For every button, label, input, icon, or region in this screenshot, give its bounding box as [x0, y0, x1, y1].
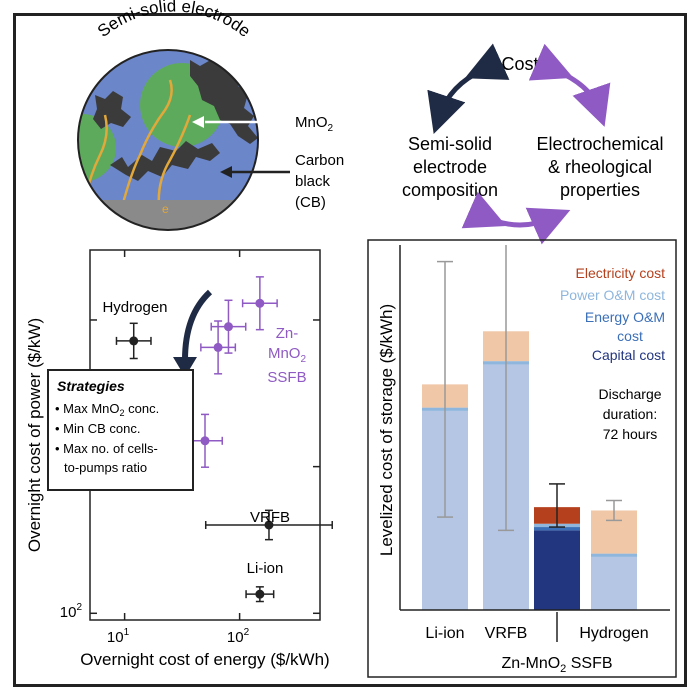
cost-cycle-diagram: Cost Semi-solid electrode composition El…	[402, 43, 664, 245]
arrow-composition-properties	[461, 191, 571, 245]
cycle-left-line1: Semi-solid	[408, 134, 492, 154]
series-label-line2: MnO2	[268, 345, 307, 365]
bar-segment	[591, 553, 637, 557]
xtick-10-1: 101	[107, 627, 130, 646]
duration-line2: duration:	[603, 406, 657, 422]
bar-segment	[534, 527, 580, 531]
xlabel-hydrogen: Hydrogen	[579, 625, 648, 642]
xtick-10-2: 102	[227, 627, 250, 646]
cycle-left-line3: composition	[402, 180, 498, 200]
scatter-panel: Overnight cost of power ($/kW) Overnight…	[25, 249, 333, 669]
cb-label-line1: Carbon	[295, 152, 344, 169]
data-point	[200, 436, 210, 446]
cb-label-line3: (CB)	[295, 194, 326, 211]
legend-capital: Capital cost	[592, 347, 665, 363]
bar-segment	[534, 530, 580, 610]
bar-segment	[591, 556, 637, 610]
cycle-right-line1: Electrochemical	[536, 134, 663, 154]
strategy-arrow-head	[173, 357, 197, 377]
cycle-right-line3: properties	[560, 180, 640, 200]
bar-panel: Levelized cost of storage ($/kWh) Electr…	[367, 239, 677, 678]
strategies-box	[47, 369, 194, 491]
bar-panel-border	[367, 239, 677, 678]
cycle-right-line2: & rheological	[548, 157, 652, 177]
data-point	[213, 342, 223, 352]
xlabel-zn-mno2: Zn-MnO2 SSFB	[501, 655, 612, 675]
strategy-item-1: • Max MnO2 conc.	[55, 401, 159, 418]
duration-line1: Discharge	[598, 386, 661, 402]
mno2-particle-left	[78, 114, 116, 182]
cycle-cost: Cost	[501, 54, 538, 74]
data-point	[255, 298, 265, 308]
data-point	[264, 520, 274, 530]
legend-electricity: Electricity cost	[576, 265, 666, 281]
electrode-outline	[77, 49, 259, 231]
series-label-line1: Zn-	[276, 325, 299, 342]
arrow-cost-properties	[528, 43, 611, 127]
cycle-left-line2: electrode	[413, 157, 487, 177]
legend-power-om: Power O&M cost	[560, 287, 665, 303]
data-point	[255, 589, 265, 599]
legend-energy-om-line1: Energy O&M	[585, 309, 665, 325]
carbon-black-cluster-left	[93, 91, 131, 129]
series-label-line3: SSFB	[267, 369, 306, 386]
strategy-item-2: • Min CB conc.	[55, 421, 140, 436]
duration-line3: 72 hours	[603, 426, 657, 442]
label-vrfb: VRFB	[250, 509, 290, 526]
strategy-item-3-line2: to-pumps ratio	[64, 460, 147, 475]
data-point	[223, 322, 233, 332]
xlabel-liion: Li-ion	[425, 625, 464, 642]
ytick-10-2: 102	[60, 602, 83, 621]
figure-frame	[13, 13, 687, 687]
strategies-title: Strategies	[57, 378, 125, 394]
strategy-item-3-line1: • Max no. of cells-	[55, 441, 158, 456]
electron-label: e	[162, 202, 169, 216]
electrode-illustration: e MnO2 Carbon black (CB) Semi-solid elec…	[77, 0, 344, 231]
electron-path	[118, 79, 173, 216]
scatter-xlabel: Overnight cost of energy ($/kWh)	[80, 650, 329, 669]
label-liion: Li-ion	[247, 560, 284, 577]
xlabel-vrfb: VRFB	[485, 625, 528, 642]
arrow-cost-composition	[427, 43, 510, 134]
scatter-marks	[90, 250, 333, 620]
current-collector	[78, 200, 258, 230]
electron-path-2	[157, 114, 192, 216]
mno2-pointer-head	[192, 116, 204, 128]
scatter-ylabel: Overnight cost of power ($/kW)	[25, 318, 44, 552]
cb-pointer-head	[220, 166, 232, 178]
data-point	[129, 336, 139, 346]
bar-ylabel: Levelized cost of storage ($/kWh)	[377, 304, 396, 556]
cb-label-line2: black	[295, 173, 331, 190]
electrode-title: Semi-solid electrode	[94, 0, 254, 41]
strategy-arrow	[182, 289, 213, 361]
mno2-label: MnO2	[295, 114, 334, 134]
carbon-black-network	[110, 141, 220, 181]
bar-marks	[422, 245, 637, 610]
legend-energy-om-line2: cost	[617, 328, 643, 344]
label-hydrogen: Hydrogen	[102, 299, 167, 316]
